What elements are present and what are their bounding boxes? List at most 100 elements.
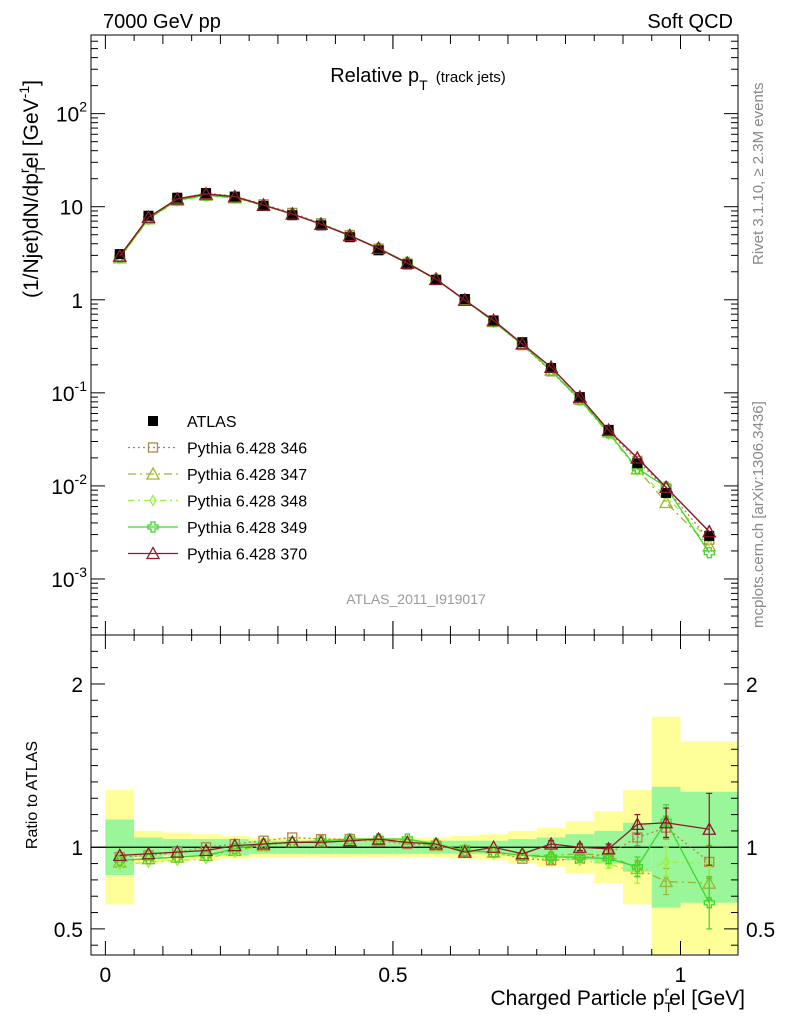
ratio-series-marker — [662, 855, 670, 869]
main-series-marker — [633, 464, 642, 477]
ratio-series-marker — [313, 834, 329, 848]
legend-marker — [147, 442, 159, 453]
main-series-marker-top — [342, 228, 357, 242]
main-series-marker-top — [285, 206, 300, 220]
ratio-series-marker — [428, 836, 444, 850]
main-series-marker-top — [227, 189, 242, 203]
atlas-data-point — [287, 210, 298, 221]
main-ytick-label: 10-3 — [51, 564, 87, 592]
main-ytick-label: 10-2 — [51, 471, 87, 499]
ratio-series-marker — [227, 838, 242, 852]
ratio-series-line — [119, 838, 710, 875]
legend-label: Pythia 6.428 349 — [187, 520, 307, 537]
header-right: Soft QCD — [647, 11, 733, 33]
legend-label: Pythia 6.428 347 — [187, 467, 307, 484]
main-ytick-label: 10 — [60, 197, 83, 220]
atlas-data-point — [704, 530, 715, 541]
ratio-panel-bands — [91, 716, 738, 955]
main-series-marker-top — [659, 479, 674, 493]
ratio-series-line — [119, 826, 710, 863]
title-main: Relative p — [330, 65, 419, 87]
ratio-series-marker — [285, 834, 300, 848]
ratio-ytick-label-right: 1 — [746, 837, 758, 860]
ratio-ytick-label-right: 2 — [746, 674, 758, 697]
ratio-series-marker — [545, 851, 557, 863]
x-tick-label: 1 — [675, 964, 687, 987]
main-series-marker-top — [515, 336, 530, 350]
main-ylabel: (1/Njet)dN/dpTrel [GeV-1] — [16, 80, 48, 298]
atlas-data-point — [316, 220, 327, 231]
ratio-panel-frame — [90, 634, 739, 956]
ratio-series-marker — [112, 848, 127, 862]
main-series-marker-top — [428, 271, 444, 285]
ratio-series-marker — [703, 897, 715, 909]
main-series-marker-top — [371, 240, 386, 254]
ratio-series-marker — [601, 841, 616, 855]
title-note: (track jets) — [436, 69, 506, 86]
atlas-data-point — [172, 192, 183, 203]
main-series-marker-top — [141, 210, 156, 224]
legend-label: Pythia 6.428 348 — [187, 494, 307, 511]
atlas-data-point — [143, 210, 154, 221]
ratio-series-marker — [457, 844, 472, 858]
atlas-data-point — [517, 337, 528, 348]
ratio-series-marker — [705, 857, 714, 870]
main-title: Relative pT (track jets) — [330, 65, 506, 93]
analysis-watermark: ATLAS_2011_I919017 — [346, 591, 486, 607]
rivet-label: Rivet 3.1.10, ≥ 2.3M events — [750, 83, 767, 266]
ratio-series-marker — [659, 815, 674, 829]
title-sub: T — [419, 77, 428, 93]
main-series-marker-top — [702, 524, 717, 538]
ratio-series-marker — [702, 821, 717, 835]
main-series-line — [119, 195, 710, 541]
legend-label: Pythia 6.428 346 — [187, 441, 307, 458]
main-series-marker-top — [486, 313, 501, 327]
ratio-series-line — [119, 819, 710, 904]
atlas-data-point — [459, 293, 470, 304]
ratio-series-marker — [141, 846, 156, 860]
x-tick-label: 0.5 — [378, 964, 407, 987]
ratio-ytick-label-right: 0.5 — [746, 919, 775, 942]
legend-label: Pythia 6.428 370 — [187, 547, 307, 564]
main-series-marker-top — [457, 292, 472, 306]
atlas-data-point — [373, 245, 384, 256]
main-panel-frame — [90, 34, 739, 636]
ratio-series-marker — [572, 839, 587, 853]
legend: ATLAS Pythia 6.428 346 Pythia 6.428 347 Pyt… — [128, 414, 307, 564]
main-series-marker-top — [601, 422, 616, 436]
ratio-series-marker — [170, 844, 185, 858]
ratio-ytick-label: 0.5 — [54, 919, 83, 942]
x-tick-label: 0 — [100, 964, 112, 987]
main-ytick-label: 102 — [56, 99, 87, 127]
legend-marker — [149, 494, 157, 507]
atlas-data-point — [114, 249, 125, 260]
main-series-line-top — [119, 193, 710, 533]
main-series-marker — [703, 547, 715, 559]
ratio-series-marker — [342, 833, 357, 847]
main-series-marker-top — [112, 248, 127, 262]
legend-label: ATLAS — [187, 414, 237, 431]
ratio-panel-ticks: 2 2 1 1 0.5 0.5 0 0.5 1 — [54, 635, 775, 987]
main-series-marker-top — [198, 186, 214, 200]
main-series-marker — [702, 538, 717, 552]
main-series-marker-top — [630, 450, 645, 464]
atlas-data-point — [258, 200, 269, 211]
main-ytick-label: 1 — [71, 290, 83, 313]
ratio-series-marker — [114, 854, 126, 866]
ratio-series-marker — [659, 874, 674, 888]
main-series-marker-top — [170, 191, 185, 205]
main-series-marker-top — [256, 197, 271, 211]
main-series-marker-top — [400, 255, 415, 269]
ratio-series-marker — [112, 854, 127, 868]
ratio-series-marker — [459, 844, 471, 857]
ratio-series-marker — [543, 836, 559, 850]
main-ytick-label: 10-1 — [51, 378, 87, 406]
ratio-series-marker — [515, 846, 530, 860]
main-panel-series — [112, 186, 717, 559]
atlas-data-point — [402, 259, 413, 270]
ratio-series-marker — [256, 836, 271, 850]
ratio-series-marker — [198, 843, 214, 857]
ratio-ytick-label: 2 — [71, 674, 83, 697]
main-series-line — [119, 192, 710, 541]
